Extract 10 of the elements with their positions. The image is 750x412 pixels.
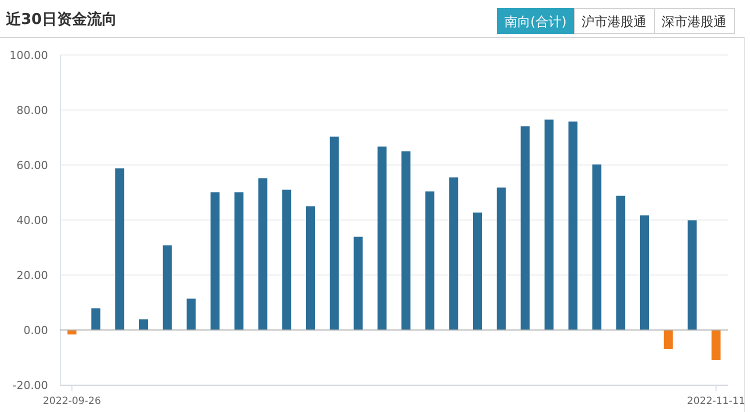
y-tick-label: 20.00	[16, 269, 48, 282]
y-tick-label: -20.00	[12, 379, 48, 392]
y-tick-label: 60.00	[16, 159, 48, 172]
x-tick-label: 2022-09-26	[42, 396, 101, 407]
x-tick-label: 2022-11-11	[687, 396, 746, 407]
y-tick-label: 100.00	[10, 49, 48, 62]
y-tick-label: 80.00	[16, 104, 48, 117]
title: 近30日资金流向	[6, 10, 117, 28]
y-tick-label: 40.00	[16, 214, 48, 227]
y-tick-label: 0.00	[24, 324, 48, 337]
